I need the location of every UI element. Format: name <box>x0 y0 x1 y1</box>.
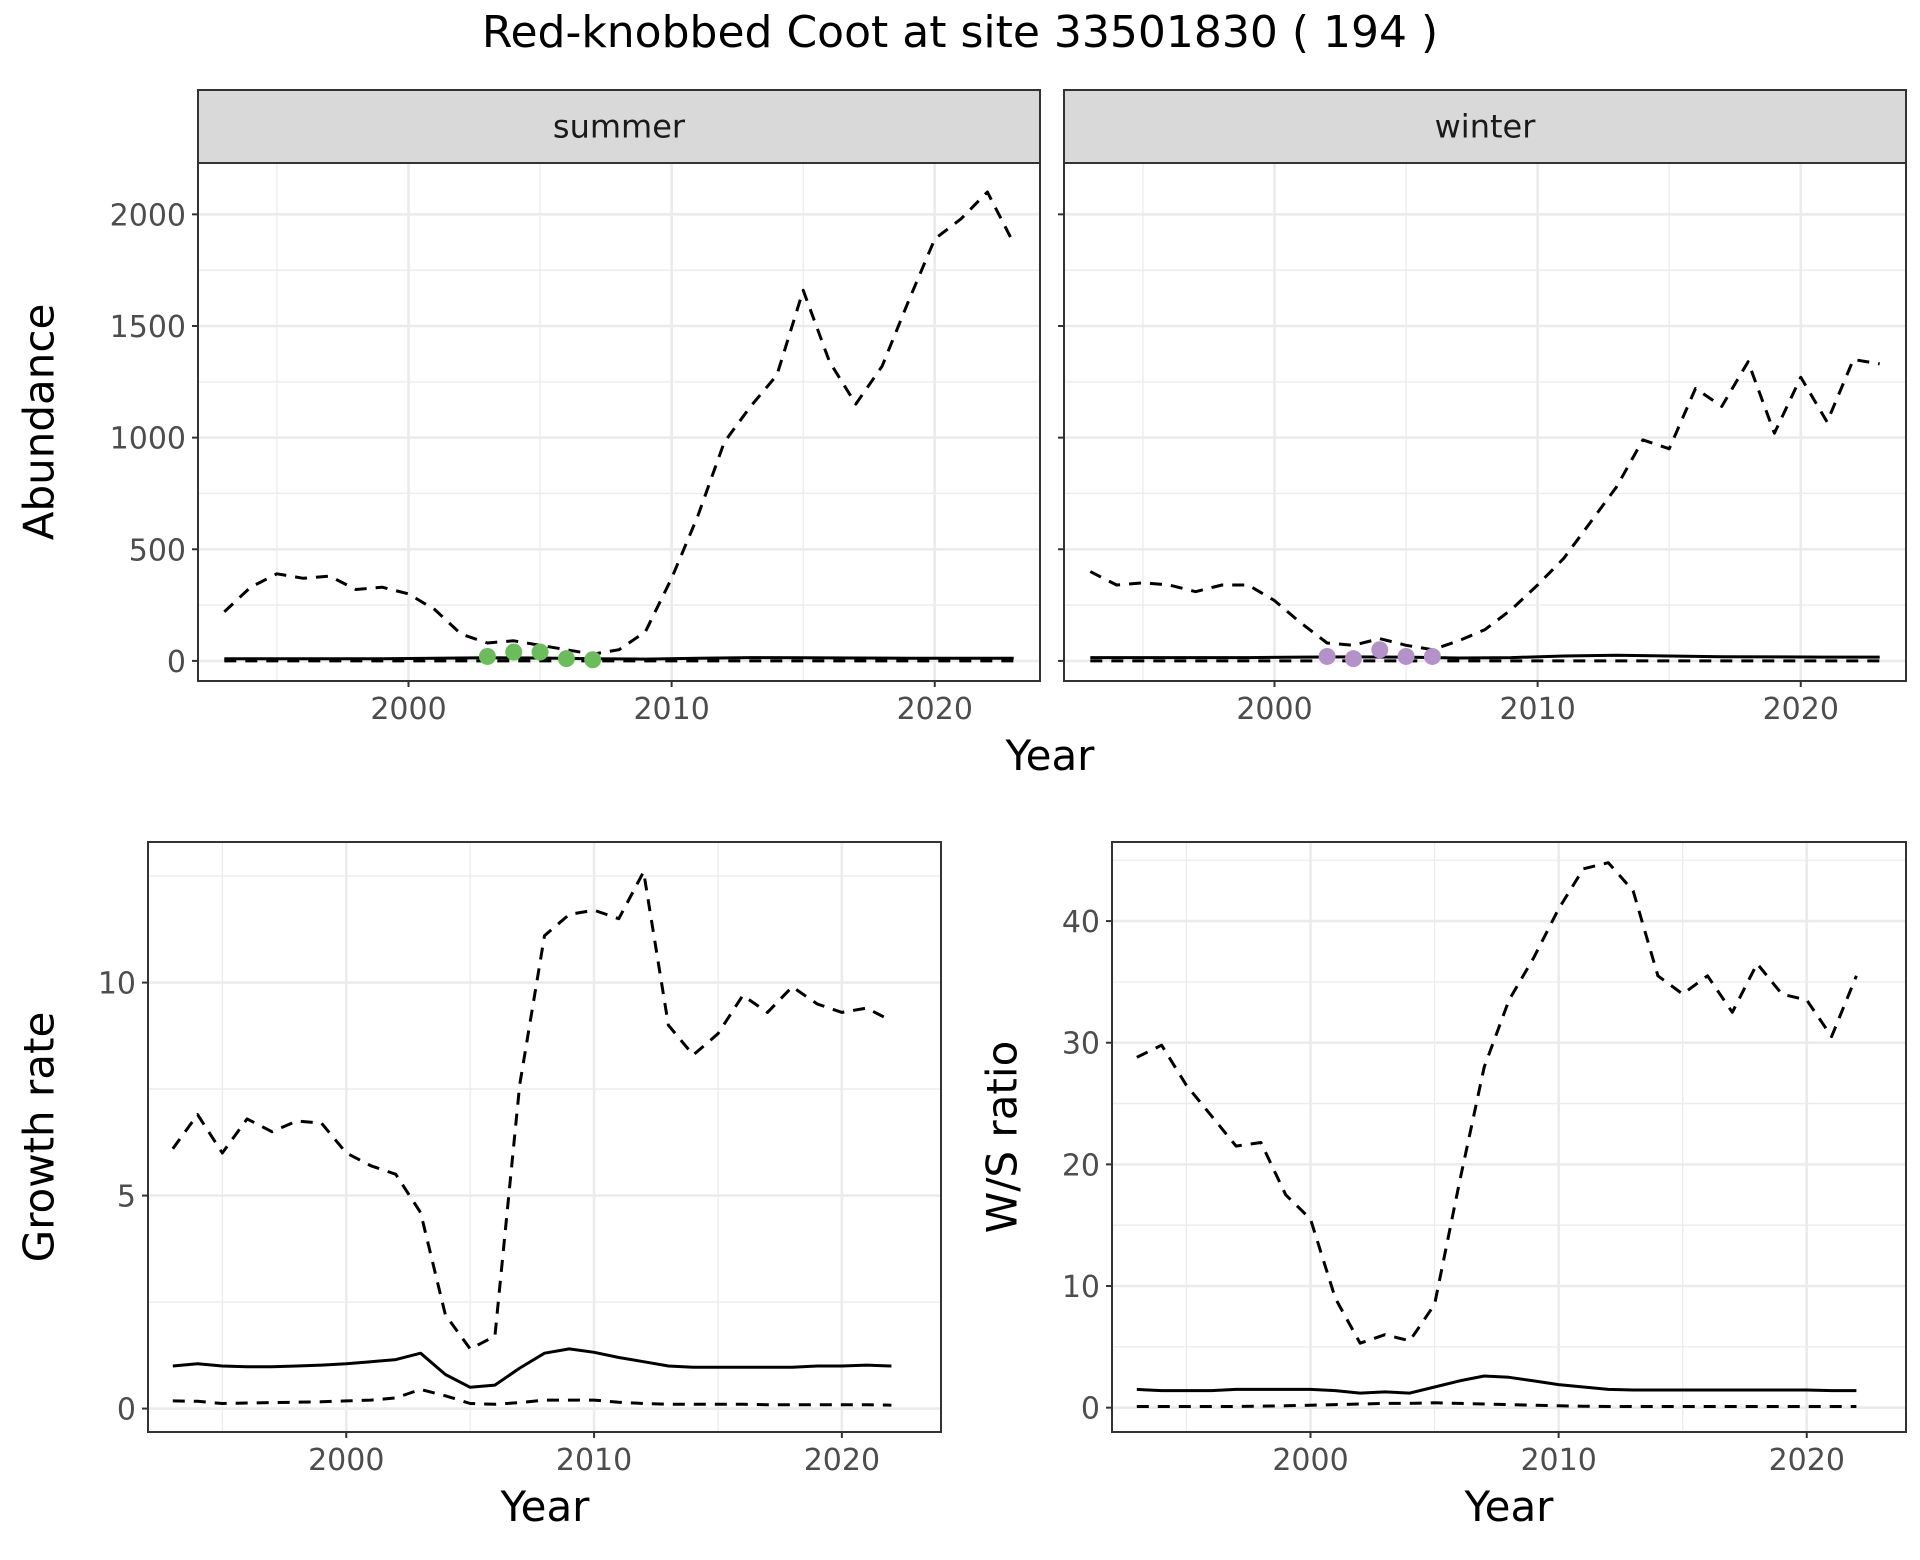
x-axis-label: Year <box>500 1482 591 1531</box>
grid-lines <box>1064 163 1906 681</box>
x-tick-label: 2020 <box>804 1443 880 1478</box>
x-tick-label: 2000 <box>370 692 446 727</box>
x-tick-label: 2020 <box>1763 692 1839 727</box>
series-line-dashed-1 <box>172 1387 892 1407</box>
x-tick-label: 2020 <box>1769 1443 1845 1478</box>
grid-lines <box>198 163 1040 681</box>
series-line-dashed-2 <box>1089 358 1880 652</box>
x-tick-label: 2000 <box>1236 692 1312 727</box>
chart-panel-abundance-winter: winter 2000 2010 2020 <box>1058 89 1907 727</box>
chart-panel-abundance-summer: summer 0 500 1000 1500 2000 2000 2010 2020 Abunda… <box>15 89 1041 727</box>
series-line-solid-0 <box>224 656 1014 661</box>
data-point <box>505 643 523 661</box>
series-line-dashed-1 <box>1136 1401 1857 1408</box>
series-line-solid-0 <box>1090 653 1880 660</box>
facet-label: winter <box>1435 108 1537 146</box>
data-point <box>1397 647 1415 665</box>
y-tick-label: 20 <box>1062 1148 1100 1183</box>
data-point <box>531 643 549 661</box>
y-tick-label: 10 <box>1062 1270 1100 1305</box>
grid-lines <box>148 842 941 1432</box>
x-tick-label: 2020 <box>897 692 973 727</box>
y-tick-label: 0 <box>117 1393 136 1428</box>
data-point <box>584 651 602 669</box>
x-tick-label: 2010 <box>1499 692 1575 727</box>
x-tick-label: 2010 <box>556 1443 632 1478</box>
chart-panel-ws-ratio: 0 10 20 30 40 2000 2010 2020 W/S ratio Year <box>978 841 1907 1531</box>
x-tick-label: 2000 <box>308 1443 384 1478</box>
data-point <box>478 647 496 665</box>
y-axis-label: W/S ratio <box>978 1041 1027 1234</box>
panel-border <box>1111 841 1907 1433</box>
x-tick-label: 2010 <box>633 692 709 727</box>
chart-title: Red-knobbed Coot at site 33501830 ( 194 … <box>482 7 1438 58</box>
y-axis-label: Growth rate <box>15 1012 64 1263</box>
x-axis-label-shared: Year <box>1005 731 1096 780</box>
y-axis-label: Abundance <box>15 304 64 541</box>
facet-strip <box>1063 89 1907 164</box>
data-point <box>1344 650 1362 668</box>
series-line-solid-0 <box>172 1347 892 1389</box>
data-point <box>1318 647 1336 665</box>
facet-label: summer <box>553 108 686 146</box>
x-axis-label: Year <box>1464 1482 1555 1531</box>
data-point <box>1371 641 1389 659</box>
y-tick-label: 0 <box>167 645 186 680</box>
data-point <box>557 650 575 668</box>
series-line-dashed-2 <box>171 870 893 1351</box>
y-tick-label: 10 <box>98 967 136 1002</box>
y-tick-label: 500 <box>129 533 186 568</box>
panel-border <box>1063 162 1907 682</box>
y-tick-label: 0 <box>1081 1392 1100 1427</box>
facet-strip <box>197 89 1041 164</box>
series-line-solid-0 <box>1136 1374 1857 1395</box>
y-tick-label: 5 <box>117 1180 136 1215</box>
y-tick-label: 1000 <box>110 422 186 457</box>
panel-border <box>197 162 1041 682</box>
y-tick-label: 30 <box>1062 1027 1100 1062</box>
y-tick-label: 1500 <box>110 310 186 345</box>
x-tick-label: 2000 <box>1272 1443 1348 1478</box>
series-line-dashed-2 <box>1136 861 1858 1345</box>
x-tick-label: 2010 <box>1520 1443 1596 1478</box>
y-tick-label: 40 <box>1062 905 1100 940</box>
grid-lines <box>1112 842 1906 1432</box>
chart-panel-growth-rate: 0 5 10 2000 2010 2020 Growth rate Year <box>15 841 942 1531</box>
data-point <box>1423 647 1441 665</box>
series-line-dashed-2 <box>223 190 1016 656</box>
panel-border <box>147 841 942 1433</box>
y-tick-label: 2000 <box>110 198 186 233</box>
